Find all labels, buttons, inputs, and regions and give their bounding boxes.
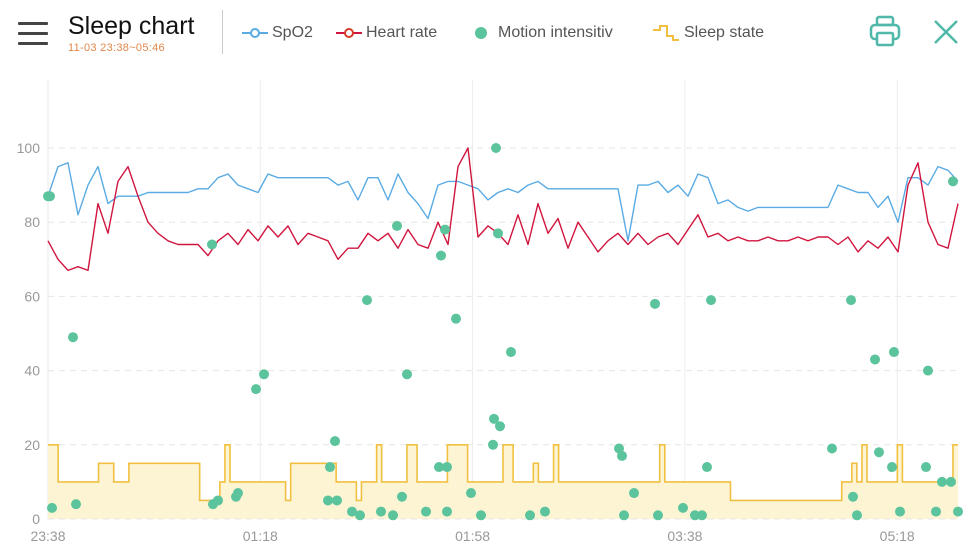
motion-intensity-point: [330, 436, 340, 447]
legend-heart-rate[interactable]: Heart rate: [336, 23, 437, 43]
motion-intensity-point: [332, 495, 342, 506]
y-tick-label: 40: [24, 363, 40, 379]
motion-intensity-point: [678, 502, 688, 513]
motion-intensity-point: [259, 369, 269, 380]
motion-intensity-point: [948, 176, 958, 187]
sleep-state-line: [48, 443, 958, 502]
motion-intensity-point: [402, 369, 412, 380]
motion-intensity-point: [421, 506, 431, 517]
motion-intensity-point: [619, 510, 629, 521]
legend-label: Heart rate: [366, 24, 438, 41]
motion-intensity-point: [525, 510, 535, 521]
motion-intensity-point: [653, 510, 663, 521]
y-tick-label: 80: [24, 214, 40, 230]
header-divider: [222, 10, 223, 54]
motion-intensity-point: [846, 295, 856, 306]
y-tick-label: 60: [24, 288, 40, 304]
motion-intensity-point: [213, 495, 223, 506]
motion-intensity-point: [923, 365, 933, 376]
motion-intensity-point: [47, 502, 57, 513]
motion-intensity-point: [488, 439, 498, 450]
x-tick-label: 03:38: [667, 528, 702, 544]
motion-intensity-point: [392, 220, 402, 231]
legend-spo2[interactable]: SpO2: [242, 23, 313, 43]
motion-intensity-point: [895, 506, 905, 517]
motion-intensity-point: [466, 488, 476, 499]
motion-intensity-point: [45, 191, 55, 202]
legend-sleep-state[interactable]: Sleep state: [652, 23, 764, 43]
motion-intensity-point: [702, 462, 712, 473]
dot-icon: [475, 27, 487, 39]
motion-intensity-point: [629, 488, 639, 499]
motion-intensity-point: [476, 510, 486, 521]
motion-intensity-point: [931, 506, 941, 517]
hamburger-menu-icon[interactable]: [18, 20, 48, 46]
legend-label: Sleep state: [684, 24, 765, 41]
motion-intensity-point: [874, 447, 884, 458]
motion-intensity-point: [506, 347, 516, 358]
heart-rate-line: [47, 147, 959, 272]
x-tick-label: 01:18: [243, 528, 278, 544]
y-tick-label: 0: [32, 511, 40, 527]
motion-intensity-point: [848, 491, 858, 502]
motion-intensity-point: [887, 462, 897, 473]
motion-intensity-point: [233, 488, 243, 499]
motion-intensity-point: [493, 228, 503, 239]
line-circle-icon: [242, 28, 268, 38]
printer-icon[interactable]: [868, 14, 902, 53]
spo2-line: [47, 162, 959, 242]
x-tick-label: 23:38: [30, 528, 65, 544]
motion-intensity-point: [347, 506, 357, 517]
header-bar: Sleep chart 11-03 23:38~05:46 SpO2 Heart…: [0, 0, 980, 62]
motion-intensity-point: [650, 298, 660, 309]
motion-intensity-point: [362, 295, 372, 306]
motion-intensity-point: [617, 450, 627, 461]
motion-intensity-point: [71, 499, 81, 510]
motion-intensity-point: [495, 421, 505, 432]
motion-intensity-point: [251, 384, 261, 395]
motion-intensity-point: [953, 506, 963, 517]
motion-intensity-point: [706, 295, 716, 306]
motion-intensity-point: [325, 462, 335, 473]
step-line-icon: [653, 25, 679, 41]
legend-label: Motion intensitiv: [498, 24, 613, 41]
motion-intensity-point: [436, 250, 446, 261]
motion-intensity-point: [870, 354, 880, 365]
motion-intensity-point: [442, 462, 452, 473]
motion-intensity-point: [442, 506, 452, 517]
motion-intensity-point: [388, 510, 398, 521]
motion-intensity-point: [323, 495, 333, 506]
motion-intensity-point: [397, 491, 407, 502]
x-tick-label: 01:58: [455, 528, 490, 544]
motion-intensity-point: [451, 313, 461, 324]
date-range-subtitle: 11-03 23:38~05:46: [68, 42, 165, 54]
legend-label: SpO2: [272, 24, 313, 41]
motion-intensity-point: [376, 506, 386, 517]
motion-intensity-point: [489, 413, 499, 424]
motion-intensity-point: [491, 143, 501, 153]
motion-intensity-point: [946, 476, 956, 487]
motion-intensity-point: [827, 443, 837, 454]
legend-motion-intensity[interactable]: Motion intensitiv: [474, 23, 613, 43]
motion-intensity-point: [889, 347, 899, 358]
y-tick-label: 20: [24, 437, 40, 453]
line-circle-icon: [336, 28, 362, 38]
motion-intensity-point: [440, 224, 450, 235]
motion-intensity-point: [355, 510, 365, 521]
close-x-icon[interactable]: [932, 18, 960, 51]
y-tick-label: 100: [17, 140, 41, 156]
motion-intensity-point: [690, 510, 700, 521]
page-title: Sleep chart: [68, 12, 195, 40]
motion-intensity-point: [937, 476, 947, 487]
motion-intensity-point: [207, 239, 217, 250]
motion-intensity-point: [540, 506, 550, 517]
motion-intensity-point: [852, 510, 862, 521]
motion-intensity-point: [921, 462, 931, 473]
motion-intensity-point: [68, 332, 78, 343]
x-tick-label: 05:18: [880, 528, 915, 544]
motion-intensity-point: [434, 462, 444, 473]
motion-intensity-point: [697, 510, 707, 521]
